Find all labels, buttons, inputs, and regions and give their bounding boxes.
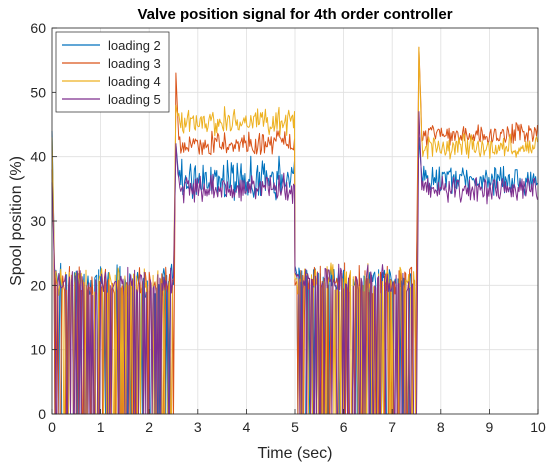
x-tick-label: 7 — [388, 419, 396, 435]
y-axis-label: Spool position (%) — [8, 156, 25, 286]
y-tick-label: 0 — [38, 406, 46, 422]
x-tick-label: 9 — [486, 419, 494, 435]
y-tick-label: 30 — [30, 213, 46, 229]
y-axis-ticks: 0 10 20 30 40 50 60 — [30, 20, 57, 422]
x-tick-label: 10 — [530, 419, 546, 435]
series-line-loading-5 — [51, 111, 538, 415]
legend: loading 2 loading 3 loading 4 loading 5 — [55, 31, 170, 113]
x-tick-label: 1 — [97, 419, 105, 435]
x-tick-label: 8 — [437, 419, 445, 435]
y-tick-label: 60 — [30, 20, 46, 36]
x-axis-ticks: 0 1 2 3 4 5 6 7 8 9 10 — [48, 409, 546, 435]
y-tick-label: 50 — [30, 84, 46, 100]
legend-entry: loading 4 — [108, 74, 161, 89]
x-tick-label: 0 — [48, 419, 56, 435]
x-axis-label: Time (sec) — [258, 445, 333, 462]
x-tick-label: 2 — [145, 419, 153, 435]
x-tick-label: 6 — [340, 419, 348, 435]
y-tick-label: 10 — [30, 342, 46, 358]
x-tick-label: 3 — [194, 419, 202, 435]
chart-title: Valve position signal for 4th order cont… — [137, 6, 452, 23]
y-tick-label: 20 — [30, 277, 46, 293]
legend-entry: loading 3 — [108, 56, 161, 71]
x-tick-label: 4 — [243, 419, 251, 435]
legend-entry: loading 5 — [108, 92, 161, 107]
legend-entry: loading 2 — [108, 38, 161, 53]
y-tick-label: 40 — [30, 149, 46, 165]
x-tick-label: 5 — [291, 419, 299, 435]
